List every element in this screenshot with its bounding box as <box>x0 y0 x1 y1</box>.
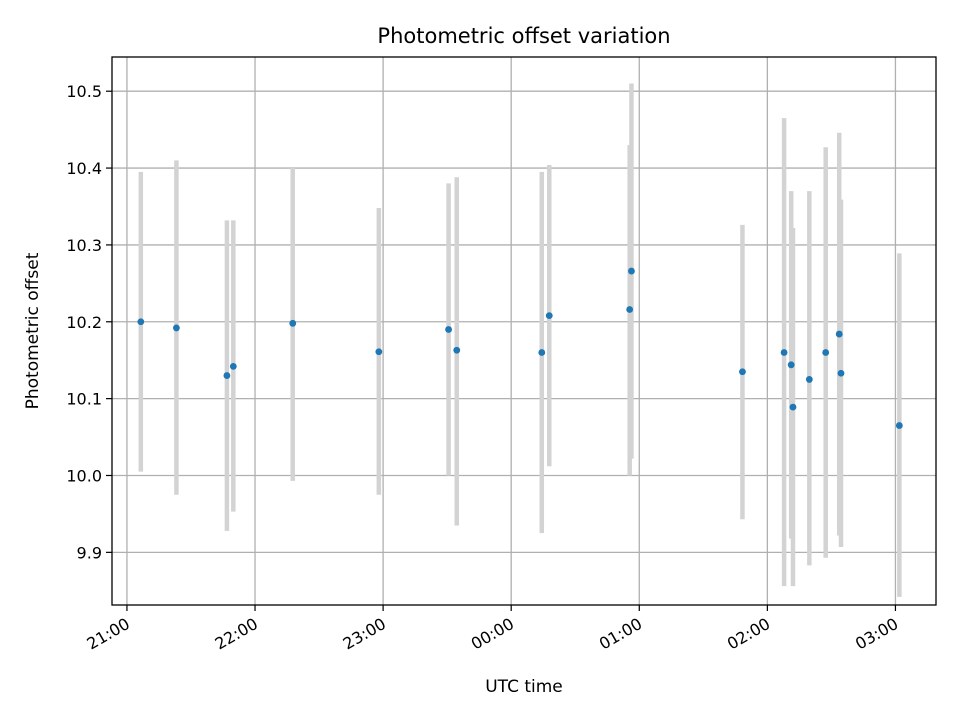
y-axis-ticks: 9.9 10.0 10.1 10.2 10.3 10.4 10.5 <box>66 82 112 562</box>
data-point <box>895 422 903 429</box>
x-axis-label: UTC time <box>485 677 563 697</box>
data-point <box>445 326 452 333</box>
data-point <box>545 312 553 320</box>
grid <box>112 57 936 605</box>
y-tick-label: 10.5 <box>66 82 102 101</box>
data-point <box>626 306 634 313</box>
chart-title: Photometric offset variation <box>377 24 670 48</box>
plot-area-frame <box>111 56 937 606</box>
data-point <box>822 349 830 356</box>
data-points <box>137 267 903 429</box>
x-axis-ticks: 21:00 22:00 23:00 00:00 01:00 02:00 03:00 <box>84 605 901 654</box>
y-tick-label: 9.9 <box>77 543 102 562</box>
data-point <box>375 348 383 356</box>
data-point <box>172 324 180 332</box>
data-point <box>453 346 461 354</box>
data-point <box>787 361 795 369</box>
y-tick-label: 10.3 <box>66 236 102 255</box>
data-point <box>289 319 297 327</box>
data-point <box>837 369 845 377</box>
data-point <box>789 403 797 411</box>
y-tick-label: 10.4 <box>66 159 102 178</box>
data-point <box>628 267 635 275</box>
x-tick-label: 22:00 <box>212 614 261 654</box>
x-tick-label: 21:00 <box>84 614 133 654</box>
data-point <box>739 368 746 376</box>
y-tick-label: 10.0 <box>66 466 102 485</box>
y-tick-label: 10.2 <box>66 313 102 332</box>
data-point <box>780 349 788 356</box>
x-tick-label: 23:00 <box>340 614 389 654</box>
data-point <box>805 376 813 383</box>
x-tick-label: 00:00 <box>468 614 517 654</box>
data-point <box>229 362 237 370</box>
x-tick-label: 02:00 <box>724 614 773 654</box>
data-point <box>538 349 546 356</box>
x-tick-label: 03:00 <box>852 614 901 654</box>
data-point <box>137 318 145 326</box>
data-point <box>835 330 843 338</box>
y-axis-label: Photometric offset <box>23 252 43 409</box>
x-tick-label: 01:00 <box>596 614 645 654</box>
y-tick-label: 10.1 <box>66 390 102 409</box>
data-point <box>223 372 231 379</box>
